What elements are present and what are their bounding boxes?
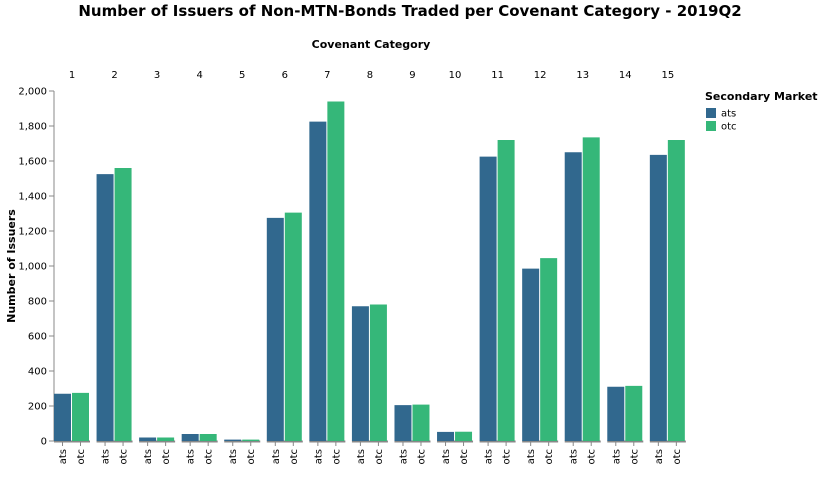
y-tick-label: 1,400 [18,192,47,203]
bar-ats-category-8 [351,306,369,441]
covenant-category-label: 8 [367,70,373,81]
y-tick-label: 1,800 [18,122,47,133]
x-tick-label: otc [161,449,172,465]
y-tick-label: 1,600 [18,157,47,168]
bar-ats-category-10 [437,431,455,441]
covenant-category-label: 1 [69,70,75,81]
bar-ats-category-14 [607,386,625,441]
plot-area: 0 200 400 600 800 1,000 1,200 1,400 1,600 1,800 2,… [18,70,686,465]
covenant-category-label: 2 [111,70,117,81]
bar-ats-category-9 [394,405,412,441]
x-tick-label: ats [569,449,580,464]
x-tick-label: otc [587,449,598,465]
covenant-category-label: 12 [534,70,547,81]
y-tick-label: 200 [28,402,47,413]
bar-ats-category-11 [479,156,497,441]
covenant-category-label: 3 [154,70,160,81]
bar-ats-category-13 [564,152,582,441]
x-tick-label: otc [629,449,640,465]
legend-swatch-ats [706,108,716,118]
x-tick-label: otc [76,449,87,465]
bar-otc-category-15 [667,140,685,441]
x-tick-label: otc [502,449,513,465]
x-tick-label: ats [271,449,282,464]
covenant-category-label: 7 [324,70,330,81]
bar-ats-category-15 [649,154,667,441]
covenant-category-label: 6 [282,70,288,81]
bar-otc-category-10 [455,431,473,441]
y-axis-title: Number of Issuers [5,209,18,323]
x-tick-label: otc [246,449,257,465]
bar-otc-category-9 [412,404,430,441]
bar-ats-category-7 [309,121,327,441]
legend-swatch-otc [706,121,716,131]
x-tick-label: ats [101,449,112,464]
chart-title: Number of Issuers of Non-MTN-Bonds Trade… [78,2,741,20]
y-tick-label: 800 [28,297,47,308]
y-tick-label: 2,000 [18,87,47,98]
x-tick-label: otc [544,449,555,465]
bar-otc-category-12 [540,258,558,441]
bar-ats-category-1 [54,393,71,441]
bar-otc-category-8 [369,304,387,441]
bar-otc-category-7 [327,101,345,441]
covenant-category-label: 10 [449,70,462,81]
y-tick-label: 1,200 [18,227,47,238]
bar-ats-category-3 [139,437,157,441]
y-tick-label: 400 [28,367,47,378]
bar-ats-category-2 [96,174,114,441]
covenant-category-label: 9 [409,70,415,81]
x-tick-label: otc [459,449,470,465]
covenant-category-label: 11 [491,70,504,81]
x-tick-label: ats [313,449,324,464]
bar-otc-category-4 [199,434,217,441]
x-tick-label: otc [204,449,215,465]
legend: Secondary Market ats otc [705,90,818,133]
legend-label-ats: ats [721,109,736,120]
bar-otc-category-6 [284,212,302,441]
x-tick-label: ats [611,449,622,464]
x-tick-label: ats [143,449,154,464]
x-tick-label: ats [526,449,537,464]
x-tick-label: ats [484,449,495,464]
covenant-category-label: 15 [661,70,674,81]
x-tick-label: ats [186,449,197,464]
y-tick-label: 1,000 [18,262,47,273]
y-tick-label: 600 [28,332,47,343]
y-tick-label: 0 [41,437,47,448]
bar-otc-category-2 [114,168,132,441]
x-tick-label: otc [289,449,300,465]
x-tick-label: ats [356,449,367,464]
bar-ats-category-12 [522,268,540,441]
x-tick-label: ats [58,449,69,464]
x-tick-label: otc [416,449,427,465]
x-tick-label: otc [119,449,130,465]
bar-otc-category-5 [242,439,260,441]
x-tick-label: ats [441,449,452,464]
bar-ats-category-6 [266,217,284,441]
x-tick-label: otc [672,449,683,465]
bar-ats-category-4 [181,434,199,441]
covenant-category-label: 14 [619,70,632,81]
x-tick-label: ats [654,449,665,464]
legend-label-otc: otc [721,122,737,133]
bar-otc-category-1 [72,392,89,441]
bar-otc-category-13 [582,137,600,441]
bar-otc-category-11 [497,140,515,441]
x-tick-label: otc [331,449,342,465]
x-tick-label: ats [398,449,409,464]
legend-title: Secondary Market [705,90,818,103]
x-tick-label: otc [374,449,385,465]
x-tick-label: ats [228,449,239,464]
covenant-category-label: 13 [576,70,589,81]
bar-ats-category-5 [224,439,242,441]
covenant-category-label: 5 [239,70,245,81]
bar-otc-category-14 [625,385,643,441]
covenant-category-label: 4 [196,70,202,81]
column-header-title: Covenant Category [312,38,431,51]
bar-otc-category-3 [157,437,175,441]
